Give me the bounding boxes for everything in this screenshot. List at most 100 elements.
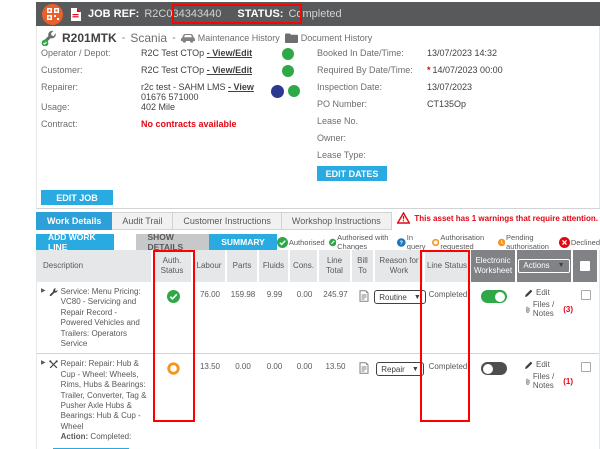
files-notes-action[interactable]: Files / Notes (1) — [525, 372, 573, 390]
field-value: R2C Test CTOp — [141, 48, 205, 58]
field-label: Customer: — [41, 65, 83, 75]
actions-dropdown[interactable]: Actions ▼ — [518, 259, 570, 273]
field-value: 13/07/2023 — [427, 82, 473, 92]
field-label: PO Number: — [317, 99, 368, 109]
status-value: Completed — [288, 8, 342, 20]
customer-status-badge — [282, 65, 295, 77]
field-value: CT135Op — [427, 99, 467, 109]
select-all-checkbox[interactable] — [580, 261, 590, 271]
tab-bar: Work Details Audit Trail Customer Instru… — [36, 212, 600, 230]
files-count: (3) — [563, 304, 573, 314]
field-value: r2c test - SAHM LMS — [141, 82, 226, 92]
view-link[interactable]: - View — [228, 82, 254, 92]
tab-work-details[interactable]: Work Details — [36, 212, 113, 230]
description-text: Service: Menu Pricing: VC80 - Servicing … — [60, 287, 141, 348]
col-bill-to: Bill To — [352, 250, 375, 282]
col-fluids: Fluids — [259, 250, 290, 282]
auth-status-cell — [153, 354, 193, 449]
qr-code-icon[interactable] — [42, 3, 63, 25]
col-line-status: Line Status — [425, 250, 471, 282]
col-labour: Labour — [193, 250, 227, 282]
document-history-link[interactable]: Document History — [284, 33, 373, 43]
description-text: Repair: Repair: Hub & Cup - Wheel: Wheel… — [60, 359, 147, 431]
row-checkbox-cell — [573, 354, 599, 449]
fluids-value: 0.00 — [266, 362, 283, 372]
field-label: Usage: — [41, 102, 70, 112]
show-details-button[interactable]: SHOW DETAILS — [135, 232, 210, 252]
worksheet-toggle[interactable] — [481, 290, 507, 303]
vehicle-registration: R201MTK — [62, 31, 117, 45]
field-label: Lease No. — [317, 116, 359, 126]
field-label: Owner: — [317, 133, 347, 143]
work-line-row: ▶ Repair: Repair: Hub & Cup - Wheel: Whe… — [37, 354, 599, 449]
expand-arrow-icon[interactable]: ▶ — [41, 288, 46, 294]
job-ref-label: JOB REF: — [88, 8, 140, 20]
edit-job-button[interactable]: EDIT JOB — [41, 190, 113, 205]
edit-action[interactable]: Edit — [525, 288, 573, 297]
labour-value: 76.00 — [199, 290, 221, 299]
maintenance-history-label: Maintenance History — [197, 33, 280, 43]
paperclip-icon — [525, 378, 530, 385]
authorisation-requested-icon — [166, 362, 180, 376]
job-header-bar: JOB REF: R2C034343440 STATUS: Completed — [36, 2, 600, 26]
vehicle-make: Scania — [130, 31, 168, 45]
row-checkbox[interactable] — [581, 290, 591, 300]
separator: - — [172, 32, 176, 44]
actions-cell: Edit Files / Notes (1) — [517, 354, 573, 449]
col-parts: Parts — [227, 250, 259, 282]
tab-audit-trail[interactable]: Audit Trail — [112, 212, 174, 230]
chevron-down-icon: ▼ — [413, 293, 421, 301]
field-value: 13/07/2023 14:32 — [427, 48, 498, 58]
description-cell: ▶ Service: Menu Pricing: VC80 - Servicin… — [37, 282, 153, 353]
auth-status-legend: Authorised Authorised with Changes ? In q… — [276, 233, 600, 251]
row-checkbox[interactable] — [581, 362, 591, 373]
col-description: Description — [37, 250, 153, 282]
repairer-green-badge — [288, 85, 300, 97]
worksheet-cell — [471, 354, 517, 449]
tab-customer-instructions[interactable]: Customer Instructions — [173, 212, 282, 230]
bill-to-cell[interactable] — [352, 282, 375, 353]
labour-value: 13.50 — [199, 362, 221, 372]
reason-select[interactable]: Routine ▼ — [374, 290, 426, 304]
field-label: Lease Type: — [317, 150, 366, 160]
add-work-line-button[interactable]: ADD WORK LINE — [36, 232, 114, 252]
pencil-icon — [525, 361, 533, 369]
view-edit-link[interactable]: - View/Edit — [206, 48, 253, 58]
files-notes-action[interactable]: Files / Notes (3) — [525, 300, 573, 318]
maintenance-history-link[interactable]: Maintenance History — [180, 33, 280, 43]
worksheet-toggle[interactable] — [481, 362, 507, 376]
action-value: Completed: — [90, 432, 132, 442]
fluids-value: 9.99 — [266, 290, 283, 299]
field-label: Repairer: — [41, 82, 79, 92]
action-label: Action: — [60, 432, 89, 442]
bill-to-cell[interactable] — [352, 354, 375, 449]
required-asterisk: * — [427, 65, 431, 75]
edit-dates-button[interactable]: EDIT DATES — [317, 166, 387, 181]
col-line-total: Line Total — [319, 250, 352, 282]
usage-value: 402 Mile — [141, 102, 176, 112]
pdf-document-icon[interactable] — [70, 7, 81, 21]
reason-select[interactable]: Repair ▼ — [376, 362, 424, 377]
edit-action[interactable]: Edit — [525, 360, 573, 369]
bill-to-icon — [359, 290, 368, 302]
work-lines-table: Description Auth. Status Labour Parts Fl… — [36, 250, 600, 449]
actions-cell: Edit Files / Notes (3) — [517, 282, 573, 353]
description-cell: ▶ Repair: Repair: Hub & Cup - Wheel: Whe… — [37, 354, 153, 449]
declined-icon — [558, 236, 570, 248]
summary-button[interactable]: SUMMARY — [209, 234, 277, 250]
expand-arrow-icon[interactable]: ▶ — [41, 360, 46, 367]
parts-value: 159.98 — [230, 290, 256, 299]
document-history-label: Document History — [300, 33, 373, 43]
folder-icon — [284, 33, 298, 43]
service-icon — [49, 288, 58, 297]
operator-status-badge — [282, 48, 295, 60]
car-icon — [180, 33, 195, 43]
row-checkbox-cell — [573, 282, 599, 353]
field-label: Inspection Date: — [317, 82, 383, 92]
repairer-blue-badge — [271, 85, 284, 98]
tab-workshop-instructions[interactable]: Workshop Instructions — [281, 212, 392, 230]
view-edit-link[interactable]: - View/Edit — [206, 65, 253, 75]
line-total-value: 245.97 — [323, 290, 348, 299]
chevron-down-icon: ▼ — [411, 365, 419, 373]
